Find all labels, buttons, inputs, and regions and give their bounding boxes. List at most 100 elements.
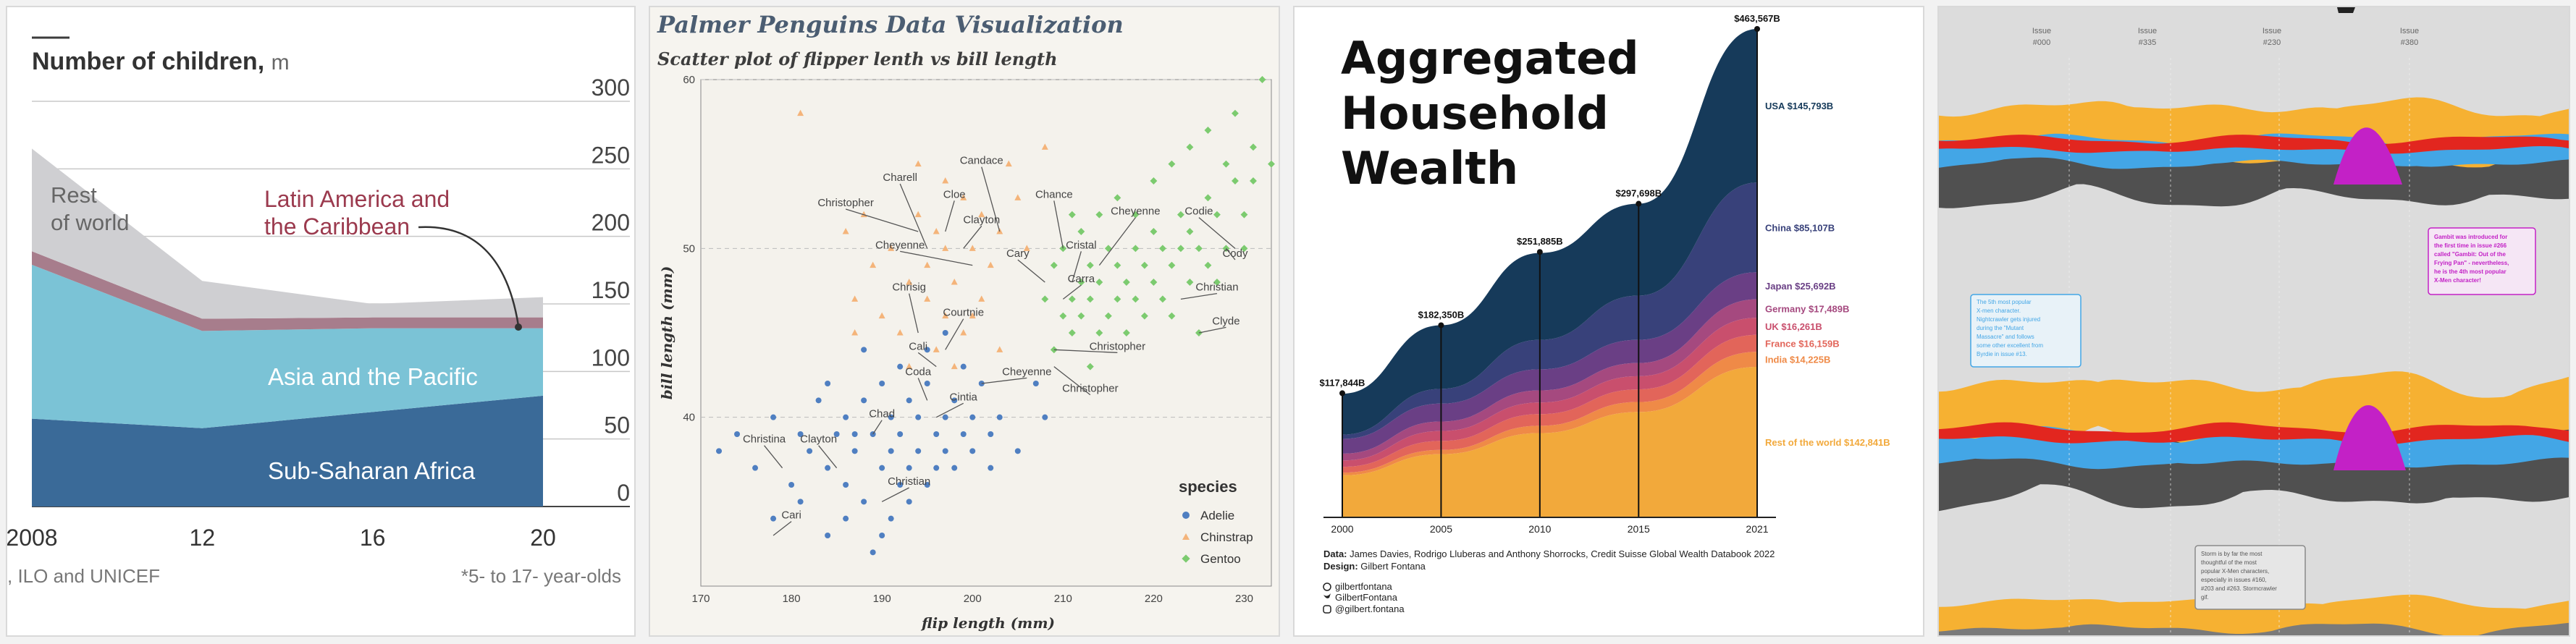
area-france	[1342, 334, 1757, 473]
point-adelie	[825, 533, 831, 538]
point-chinstrap	[906, 363, 913, 370]
stream-grey-3	[1939, 622, 2569, 635]
point-gentoo	[1168, 312, 1176, 320]
annotation-label: Carra	[1068, 273, 1095, 285]
area-japan	[1342, 272, 1757, 454]
point-chinstrap	[969, 312, 976, 319]
issue-number: #380	[2401, 38, 2418, 47]
total-marker-dot	[1754, 26, 1760, 32]
point-gentoo	[1158, 245, 1166, 253]
y-tick-label: 60	[683, 74, 695, 86]
point-gentoo	[1204, 127, 1212, 134]
point-adelie	[879, 381, 885, 386]
y-tick-labels: 300 250 200 150 100 50 0	[592, 75, 630, 506]
social-github[interactable]: gilbertfontana	[1335, 581, 1393, 592]
point-gentoo	[1150, 279, 1158, 286]
issue-labels: Issue #000 Issue #335 Issue #230 Issue #380	[2032, 27, 2419, 47]
area-germany	[1342, 299, 1757, 461]
total-label: $182,350B	[1418, 309, 1465, 320]
y-tick-label: 200	[592, 210, 630, 236]
annotation-line	[917, 378, 928, 401]
point-adelie	[870, 431, 876, 437]
x-tick-label: 2010	[1528, 523, 1551, 535]
point-adelie	[988, 465, 994, 471]
point-chinstrap	[1023, 245, 1030, 251]
series-label: Rest of the world $142,841B	[1765, 437, 1890, 448]
footnote: *5- to 17- year-olds	[461, 565, 621, 587]
point-adelie	[897, 363, 904, 370]
point-adelie	[996, 414, 1003, 420]
point-chinstrap	[851, 295, 859, 302]
point-gentoo	[1132, 295, 1140, 303]
point-adelie	[960, 431, 967, 437]
point-gentoo	[1150, 228, 1158, 235]
annotation-line	[1053, 200, 1064, 249]
point-adelie	[833, 431, 840, 437]
annotation-label: Cristal	[1066, 239, 1097, 251]
point-gentoo	[1186, 228, 1194, 235]
github-icon	[1323, 582, 1331, 591]
stacked-areas	[1342, 29, 1757, 517]
point-gentoo	[1258, 76, 1266, 83]
issue-number: #335	[2139, 38, 2156, 47]
point-chinstrap	[933, 228, 940, 234]
social-twitter[interactable]: GilbertFontana	[1335, 592, 1398, 603]
callout-gambit: Gambit was introduced for the first time …	[2428, 227, 2536, 295]
point-adelie	[915, 448, 922, 454]
annotation-label: Coda	[905, 365, 932, 378]
series-labels: Rest of the world $142,841B India $14,225…	[1765, 101, 1890, 448]
stream-purple-peak-1	[2333, 127, 2402, 185]
point-adelie	[1042, 414, 1048, 420]
area-asia-and-the-pacific	[32, 264, 543, 428]
point-adelie	[843, 414, 849, 420]
annotation-label: Chad	[869, 408, 895, 420]
annotation-label: Candace	[960, 155, 1003, 167]
point-adelie	[825, 381, 831, 386]
x-tick-label: 2005	[1430, 523, 1452, 535]
y-tick-label: 250	[592, 142, 630, 168]
annotation-label: Chrisig	[892, 281, 926, 294]
area-china	[1342, 182, 1757, 439]
label-rest-of-world: Rest of world	[51, 182, 130, 235]
chart-title: Aggregated Household Wealth	[1341, 32, 1639, 195]
area-rest-of-world	[32, 148, 543, 319]
annotation-line	[1072, 251, 1082, 283]
point-adelie	[906, 499, 912, 505]
total-marker-dot	[1438, 322, 1444, 329]
series-label: Germany $17,489B	[1765, 303, 1849, 314]
point-adelie	[825, 465, 831, 471]
point-gentoo	[1268, 160, 1275, 168]
annotation-label: Chance	[1035, 188, 1073, 200]
point-adelie	[969, 414, 976, 420]
legend-title: species	[1179, 478, 1237, 496]
series-label: China $85,107B	[1765, 222, 1835, 233]
point-adelie	[797, 431, 804, 437]
point-gentoo	[1204, 194, 1212, 202]
area-latin-america-and-the-caribbean	[32, 251, 543, 331]
area-rest-of-the-world	[1342, 367, 1757, 517]
annotation-label: Christina	[743, 433, 786, 446]
name-annotations: Candace Charell Cloe Chance Christopher Clayt…	[743, 155, 1248, 536]
annotation-label: Cheyenne	[1111, 206, 1160, 218]
point-chinstrap	[924, 295, 931, 302]
point-gentoo	[1158, 295, 1166, 303]
point-chinstrap	[914, 160, 922, 167]
issue-number: #000	[2033, 38, 2050, 47]
point-adelie	[752, 465, 759, 471]
total-label: $297,698B	[1615, 188, 1662, 199]
point-adelie	[897, 431, 904, 437]
wealth-chart-panel: Aggregated Household Wealth $117,844B $182,…	[1293, 6, 1924, 637]
x-tick-label: 20	[530, 525, 556, 551]
point-chinstrap	[978, 211, 985, 218]
point-gentoo	[1232, 109, 1239, 117]
point-chinstrap	[888, 245, 895, 251]
legend-swatch-gentoo	[1182, 554, 1190, 563]
annotation-line	[945, 200, 955, 232]
annotation-label: Clayton	[963, 213, 1000, 226]
point-adelie	[770, 414, 777, 420]
label-sub-saharan-africa: Sub-Saharan Africa	[268, 457, 476, 484]
social-instagram[interactable]: @gilbert.fontana	[1335, 603, 1405, 614]
point-chinstrap	[896, 329, 904, 336]
callout-purple-text: Gambit was introduced for the first time …	[2434, 234, 2509, 284]
point-adelie	[888, 448, 894, 454]
